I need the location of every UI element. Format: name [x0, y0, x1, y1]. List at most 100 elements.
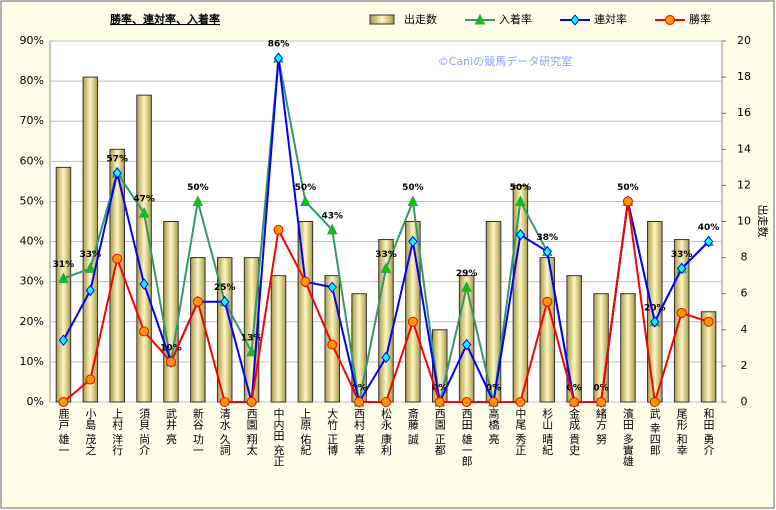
marker: [434, 397, 445, 407]
marker: [85, 374, 96, 385]
x-tick-label: 中内田 充正: [272, 408, 285, 467]
marker: [381, 351, 391, 364]
y2-tick-label: 16: [737, 106, 751, 119]
data-label: 50%: [510, 183, 532, 193]
marker: [139, 278, 149, 290]
marker: [246, 345, 257, 357]
data-label: 86%: [268, 40, 290, 50]
x-tick-label: 鹿戸 雄一: [57, 407, 70, 456]
marker: [85, 262, 96, 273]
marker: [461, 397, 472, 407]
marker: [58, 272, 69, 283]
x-tick-label: 尾形 和幸: [675, 408, 688, 456]
data-label: 50%: [295, 183, 317, 193]
marker: [622, 196, 633, 207]
marker: [246, 397, 257, 407]
x-tick-label: 高橋 亮: [487, 407, 500, 445]
marker: [649, 397, 660, 407]
marker: [474, 13, 486, 25]
y2-tick-label: 8: [741, 251, 748, 264]
y2-tick-label: 14: [737, 142, 751, 155]
y2-tick-label: 6: [741, 287, 748, 300]
data-label: 33%: [671, 250, 693, 260]
bar: [673, 239, 690, 403]
x-tick-label: 緒方 努: [595, 407, 608, 445]
marker: [461, 338, 472, 351]
data-label: 38%: [537, 233, 559, 243]
marker: [327, 281, 337, 294]
bar: [405, 221, 421, 403]
chart-title: 勝率、連対率、入着率: [110, 12, 220, 26]
bar: [620, 293, 636, 403]
data-label: 31%: [53, 260, 75, 270]
marker: [570, 14, 580, 26]
legend-label: 出走数: [404, 12, 437, 26]
y-tick-label: 0%: [27, 395, 44, 408]
marker: [112, 167, 122, 179]
x-tick-label: 杉山 晴紀: [541, 407, 554, 456]
y2-tick-label: 12: [737, 178, 751, 191]
marker: [542, 296, 553, 307]
marker: [300, 276, 311, 287]
x-tick-label: 須貝 尚介: [138, 408, 151, 456]
y-tick-label: 50%: [20, 194, 44, 207]
marker: [703, 316, 714, 327]
marker: [273, 224, 284, 235]
data-label: 50%: [402, 183, 424, 193]
marker: [138, 206, 150, 218]
marker: [326, 223, 338, 235]
marker: [327, 339, 338, 350]
marker: [380, 262, 392, 273]
marker: [703, 235, 714, 248]
marker: [650, 315, 660, 328]
data-label: 57%: [106, 154, 128, 164]
marker: [220, 295, 230, 308]
y-tick-label: 90%: [20, 34, 44, 47]
marker: [219, 397, 230, 407]
data-label: 50%: [617, 183, 639, 193]
marker: [596, 397, 607, 407]
y-tick-label: 20%: [20, 315, 44, 328]
data-label: 50%: [187, 183, 209, 193]
data-label: 0%: [567, 384, 582, 394]
y2-tick-label: 20: [737, 34, 751, 47]
y-tick-label: 80%: [20, 74, 44, 87]
bar: [700, 311, 717, 403]
x-tick-label: 大竹 正博: [326, 407, 339, 456]
x-tick-label: 清水 久詞: [218, 408, 231, 456]
marker: [515, 397, 526, 407]
y2-tick-label: 0: [741, 395, 748, 408]
marker: [515, 195, 526, 206]
x-tick-label: 金成 貴史: [568, 407, 581, 456]
marker: [300, 195, 311, 206]
marker: [676, 307, 687, 318]
marker: [273, 52, 284, 65]
data-label: 33%: [375, 250, 397, 260]
x-tick-label: 松永 康利: [380, 407, 393, 456]
bar: [512, 184, 529, 403]
bar: [297, 221, 314, 403]
marker: [488, 397, 499, 407]
marker: [381, 397, 391, 407]
x-tick-label: 西園 正都: [433, 408, 446, 456]
bar: [270, 275, 287, 403]
marker: [58, 397, 69, 407]
x-tick-label: 上村 洋行: [111, 408, 124, 456]
x-tick-label: 上原 佑紀: [299, 408, 312, 456]
y2-tick-label: 10: [737, 215, 751, 228]
data-label: 29%: [456, 269, 478, 279]
data-label: 0%: [593, 384, 608, 394]
y-tick-label: 30%: [20, 275, 44, 288]
marker: [192, 195, 204, 206]
y2-tick-label: 4: [741, 323, 748, 336]
x-tick-label: 西田 雄一郎: [460, 408, 473, 467]
marker: [354, 397, 365, 407]
legend-label: 入着率: [499, 12, 532, 26]
x-tick-label: 斎藤 誠: [406, 407, 419, 445]
marker: [112, 253, 123, 264]
x-tick-label: 小島 茂之: [84, 408, 97, 456]
marker: [58, 334, 69, 347]
bar: [136, 94, 152, 403]
y-tick-label: 70%: [20, 114, 44, 127]
